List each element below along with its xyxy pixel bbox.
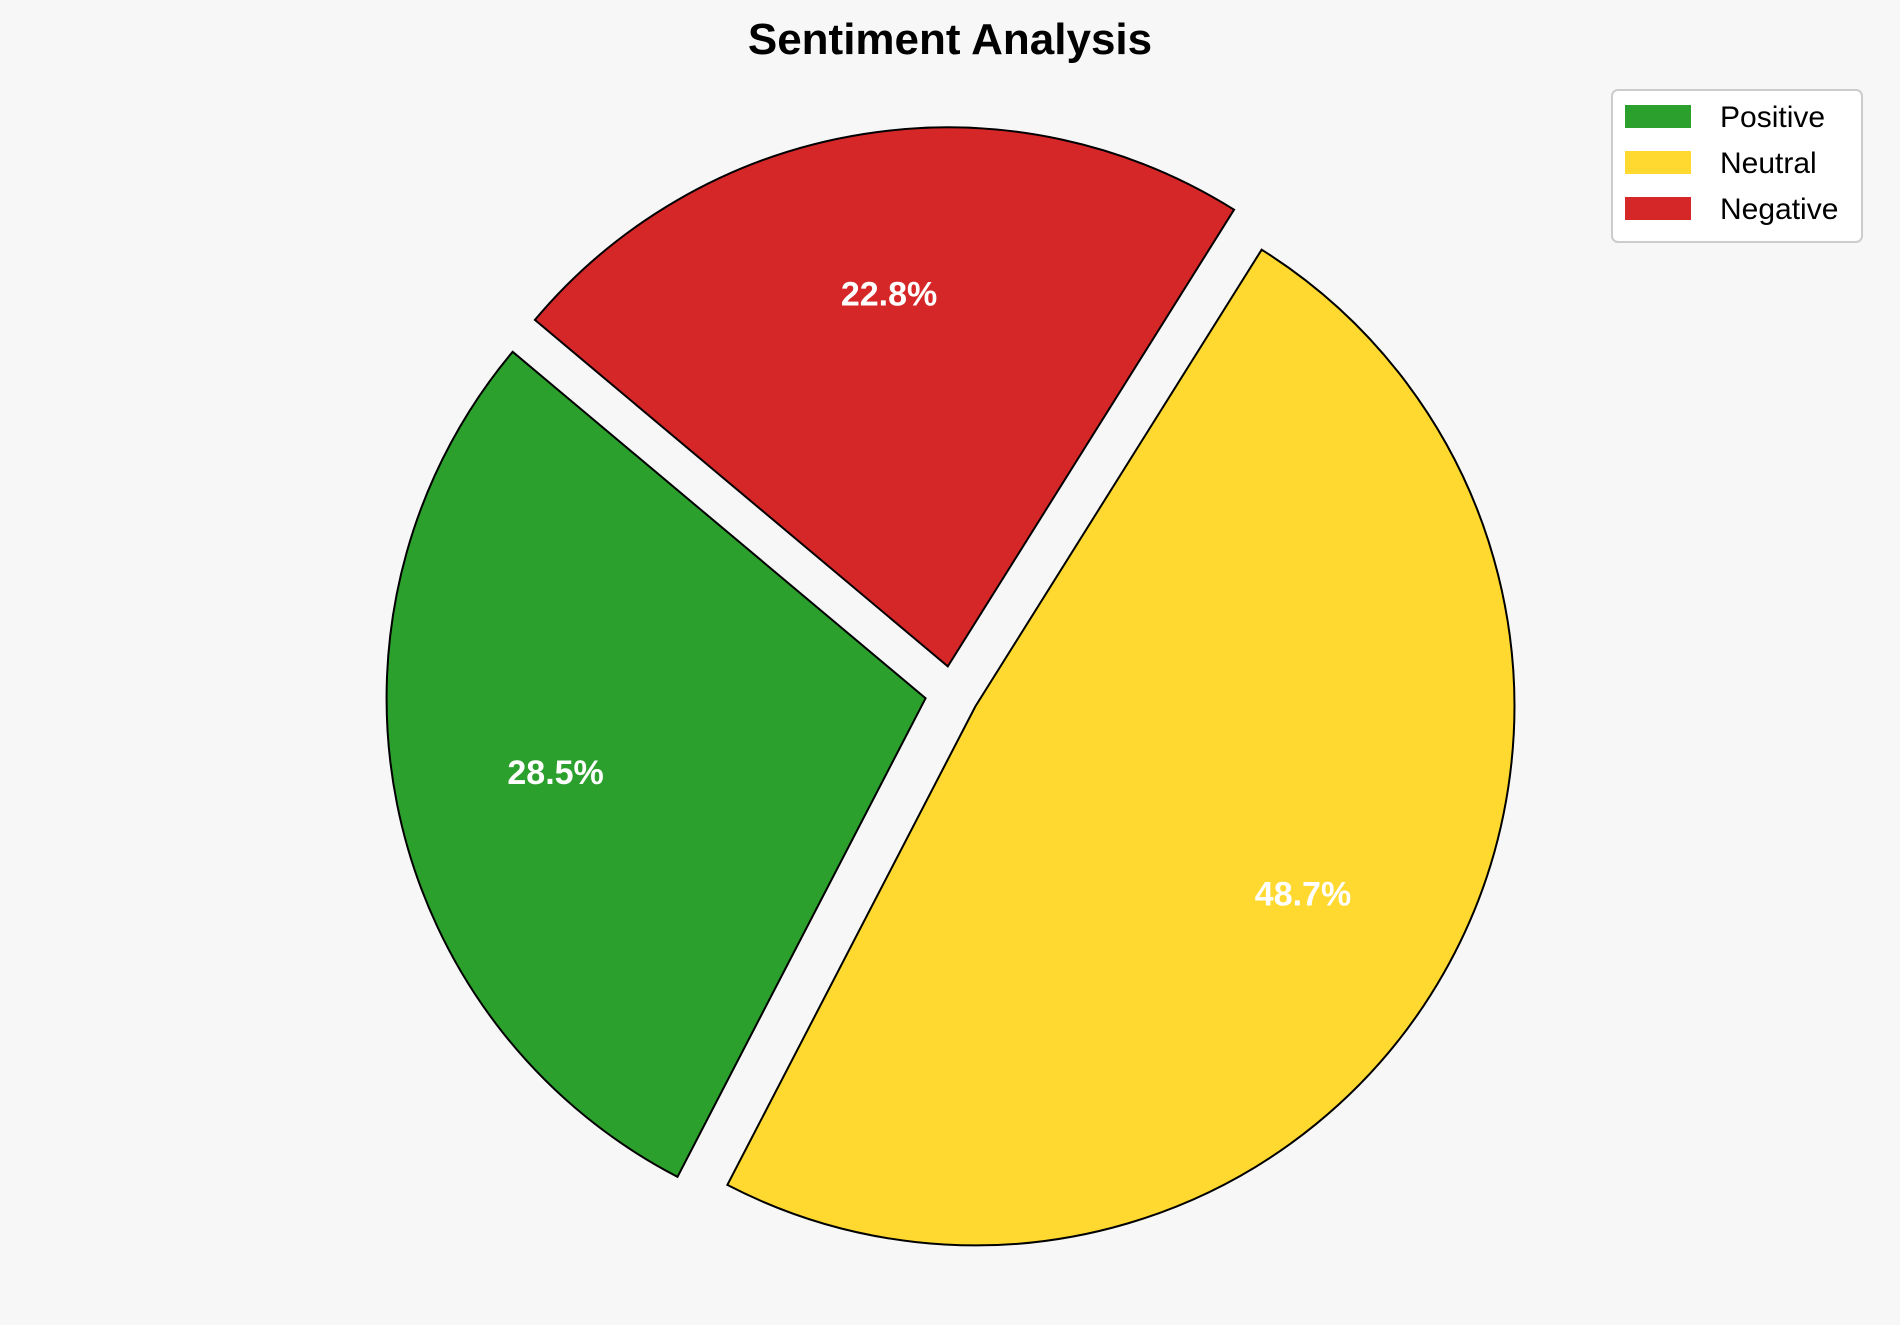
legend-swatch-neutral [1625, 151, 1691, 174]
legend-swatch-negative [1625, 197, 1691, 220]
legend-label-negative: Negative [1720, 193, 1838, 226]
slice-label-negative: 22.8% [841, 276, 937, 314]
legend-label-positive: Positive [1720, 101, 1825, 134]
pie-slice-positive [385, 350, 927, 1179]
pie-slice-negative [533, 126, 1236, 668]
pie-slice-neutral [726, 248, 1516, 1247]
legend-swatch-positive [1625, 105, 1691, 128]
legend: Positive Neutral Negative [1611, 89, 1863, 243]
legend-label-neutral: Neutral [1720, 147, 1817, 180]
chart-title: Sentiment Analysis [748, 15, 1152, 64]
slice-label-neutral: 48.7% [1255, 876, 1351, 914]
slice-label-positive: 28.5% [507, 754, 603, 792]
